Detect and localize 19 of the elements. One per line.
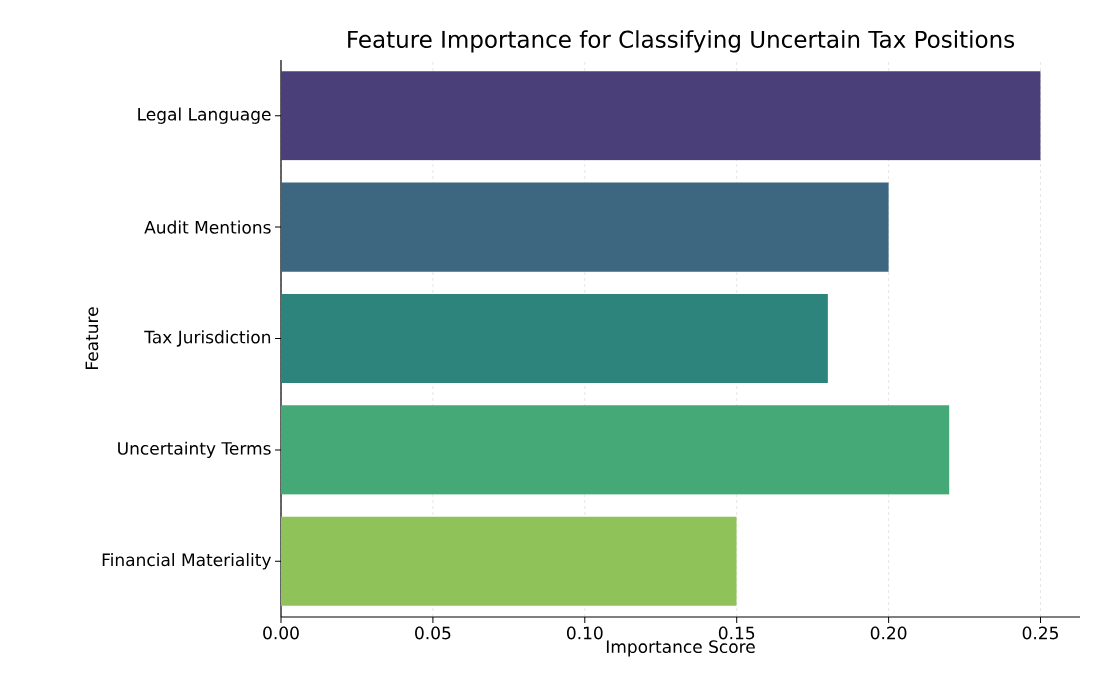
y-tick-label: Audit Mentions	[144, 220, 271, 234]
y-tick-label: Tax Jurisdiction	[144, 330, 271, 347]
bar	[281, 293, 828, 384]
chart-title: Feature Importance for Classifying Uncertain Tax Positions	[348, 30, 1015, 53]
x-tick-label: 0.25	[1022, 626, 1058, 640]
y-tick-label: Uncertainty Terms	[118, 441, 271, 459]
x-tick-label: 0.20	[870, 626, 907, 640]
bar	[281, 71, 1041, 161]
y-axis-title: Feature	[85, 307, 99, 369]
y-tick-label: Legal Language	[138, 107, 271, 124]
x-tick-label: 0.05	[415, 626, 451, 640]
bar	[281, 405, 950, 495]
bar	[281, 516, 737, 606]
y-tick-label: Financial Materiality	[102, 553, 271, 570]
x-tick-label: 0.00	[263, 626, 299, 640]
x-axis-title: Importance Score	[606, 640, 755, 657]
bar	[281, 182, 889, 272]
x-tick-label: 0.15	[718, 626, 755, 640]
x-tick-label: 0.10	[566, 626, 603, 640]
